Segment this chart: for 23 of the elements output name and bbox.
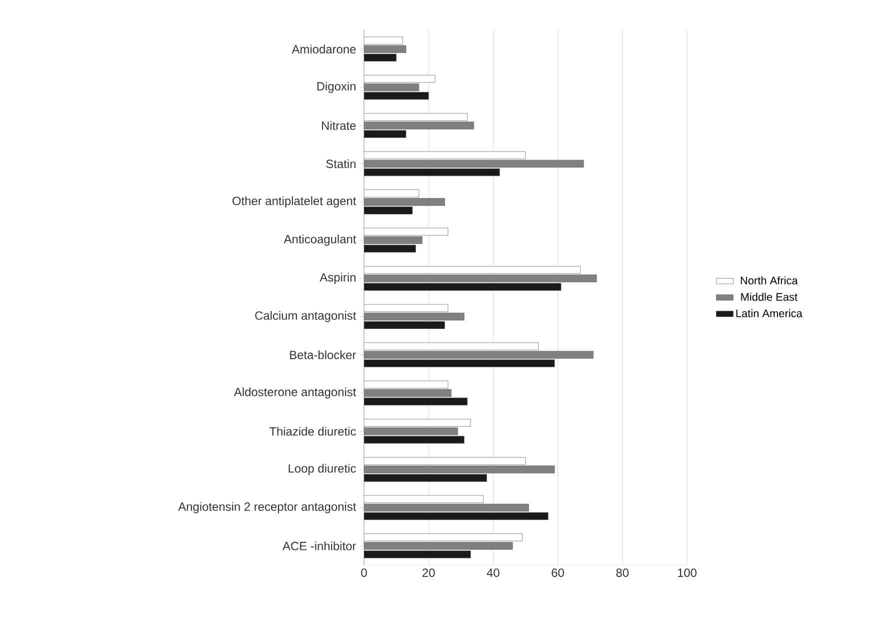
y-tick-label: Angiotensin 2 receptor antagonist: [178, 502, 356, 514]
legend-label: Middle East: [741, 292, 798, 301]
y-tick-label: ACE -inhibitor: [282, 541, 356, 550]
y-tick-label: Nitrate: [322, 121, 356, 130]
y-tick-label: Amiodarone: [292, 44, 356, 54]
x-tick-label: 40: [486, 568, 500, 577]
y-tick-label: Statin: [326, 159, 356, 168]
x-tick-label: 100: [678, 568, 697, 577]
legend-label: North Africa: [740, 276, 798, 284]
x-tick-label: 0: [361, 568, 367, 577]
x-tick-label: 20: [422, 568, 435, 577]
y-tick-label: Loop diuretic: [288, 464, 356, 476]
legend-label: Latin America: [736, 309, 802, 318]
y-tick-label: Thiazide diuretic: [269, 426, 356, 436]
x-tick-label: 60: [552, 568, 564, 577]
y-tick-label: Calcium antagonist: [255, 311, 356, 322]
y-tick-label: Beta-blocker: [290, 350, 356, 360]
y-tick-label: Aldosterone antagonist: [234, 387, 356, 399]
x-tick-label: 80: [616, 568, 629, 577]
y-tick-label: Anticoagulant: [284, 234, 356, 246]
y-tick-label: Aspirin: [320, 272, 356, 284]
y-tick-label: Other antiplatelet agent: [232, 196, 356, 208]
y-tick-label: Digoxin: [317, 82, 356, 93]
